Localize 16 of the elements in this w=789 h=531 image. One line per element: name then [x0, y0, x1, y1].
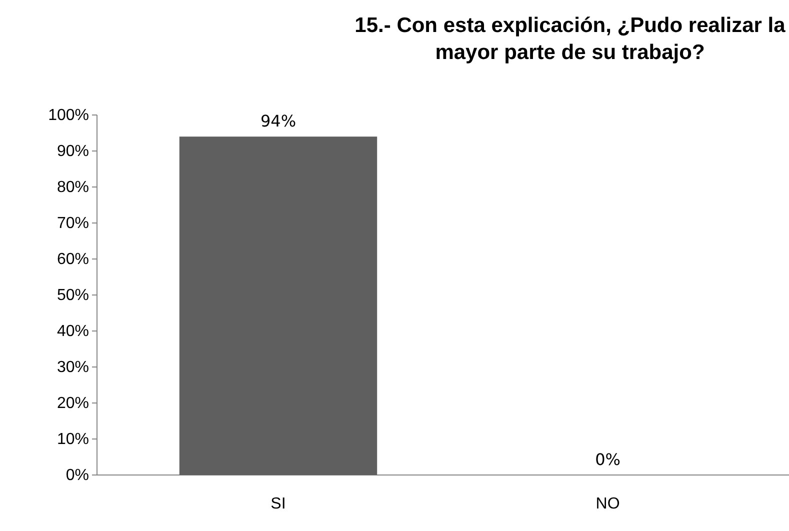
y-tick-label: 30% [56, 359, 89, 376]
y-tick-label: 50% [56, 287, 89, 304]
y-tick-label: 90% [56, 143, 89, 160]
y-tick-label: 100% [48, 107, 89, 124]
x-tick-label: NO [596, 495, 620, 512]
y-tick-label: 60% [56, 251, 89, 268]
y-tick-label: 10% [56, 431, 89, 448]
x-tick-label: SI [270, 495, 286, 512]
y-tick-label: 70% [56, 215, 89, 232]
data-label: 0% [595, 450, 620, 469]
y-tick-label: 0% [66, 467, 89, 484]
y-tick-label: 80% [56, 179, 89, 196]
y-tick-label: 20% [56, 395, 89, 412]
y-tick-label: 40% [56, 323, 89, 340]
data-label: 94% [260, 112, 296, 131]
chart-title: 15.- Con esta explicación, ¿Pudo realizar la mayor parte de su trabajo? [354, 14, 786, 64]
